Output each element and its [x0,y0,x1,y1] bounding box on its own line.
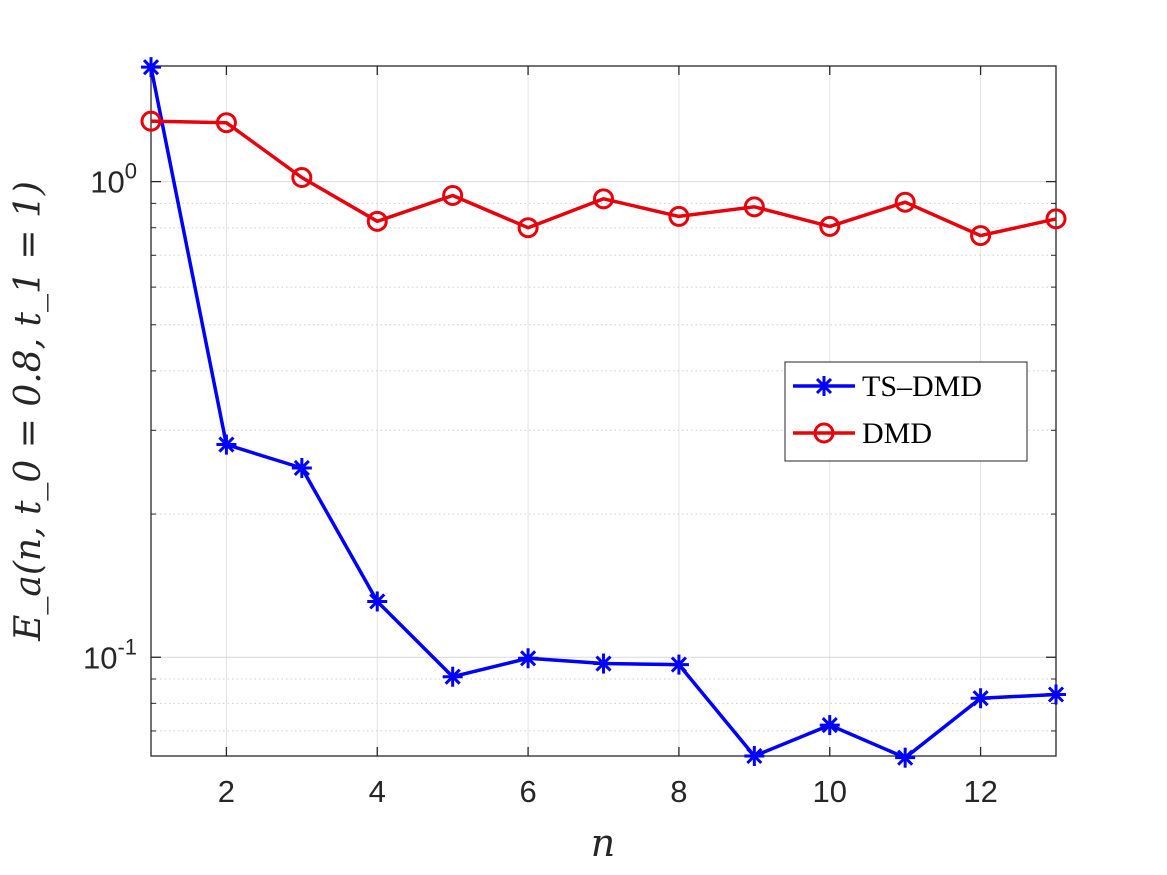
legend: TS–DMD DMD [784,361,1028,462]
data-point-ts-dmd [291,457,312,478]
y-tick-label: 10-1 [83,634,137,675]
x-tick-labels: 2 4 6 8 10 12 [218,774,998,809]
data-point-dmd [819,215,841,237]
data-point-ts-dmd [518,648,539,669]
x-tick-label: 2 [218,774,235,809]
ticks [151,66,1056,756]
y-tick-labels: 10-1 100 [83,159,137,676]
data-point-ts-dmd [668,654,689,675]
data-point-dmd [970,225,992,247]
data-point-dmd [1045,208,1067,230]
axes-box [150,65,1057,757]
data-point-dmd [517,217,539,239]
data-point-ts-dmd [895,747,916,768]
y-axis-label: E_a(n, t_0 = 0.8, t_1 = 1) [8,181,49,642]
data-point-ts-dmd [216,434,237,455]
data-point-ts-dmd [442,666,463,687]
data-point-ts-dmd [819,715,840,736]
x-tick-label: 10 [813,774,847,809]
series-line-dmd [150,119,1057,238]
data-point-dmd [291,167,313,189]
data-point-dmd [743,196,765,218]
y-tick-label: 100 [90,159,137,200]
data-point-dmd [442,184,464,206]
legend-label-ts-dmd: TS–DMD [862,370,982,403]
x-axis-label: n [591,821,615,865]
data-point-ts-dmd [141,57,161,78]
x-tick-label: 8 [670,774,687,809]
data-point-dmd [593,188,614,210]
data-point-ts-dmd [744,746,765,766]
data-point-ts-dmd [970,688,991,709]
data-point-dmd [215,112,237,134]
x-tick-label: 6 [519,774,536,809]
x-tick-label: 4 [369,774,386,809]
data-point-dmd [140,110,162,132]
legend-label-dmd: DMD [862,417,932,450]
legend-marker-ts-dmd [814,376,834,396]
data-point-ts-dmd [593,653,614,674]
x-tick-label: 12 [963,774,997,809]
data-point-ts-dmd [367,591,388,612]
data-point-dmd [668,205,690,227]
data-point-ts-dmd [1046,684,1066,705]
data-point-dmd [366,210,388,232]
series [140,57,1067,768]
data-point-dmd [894,191,916,213]
legend-marker-dmd [813,422,835,444]
